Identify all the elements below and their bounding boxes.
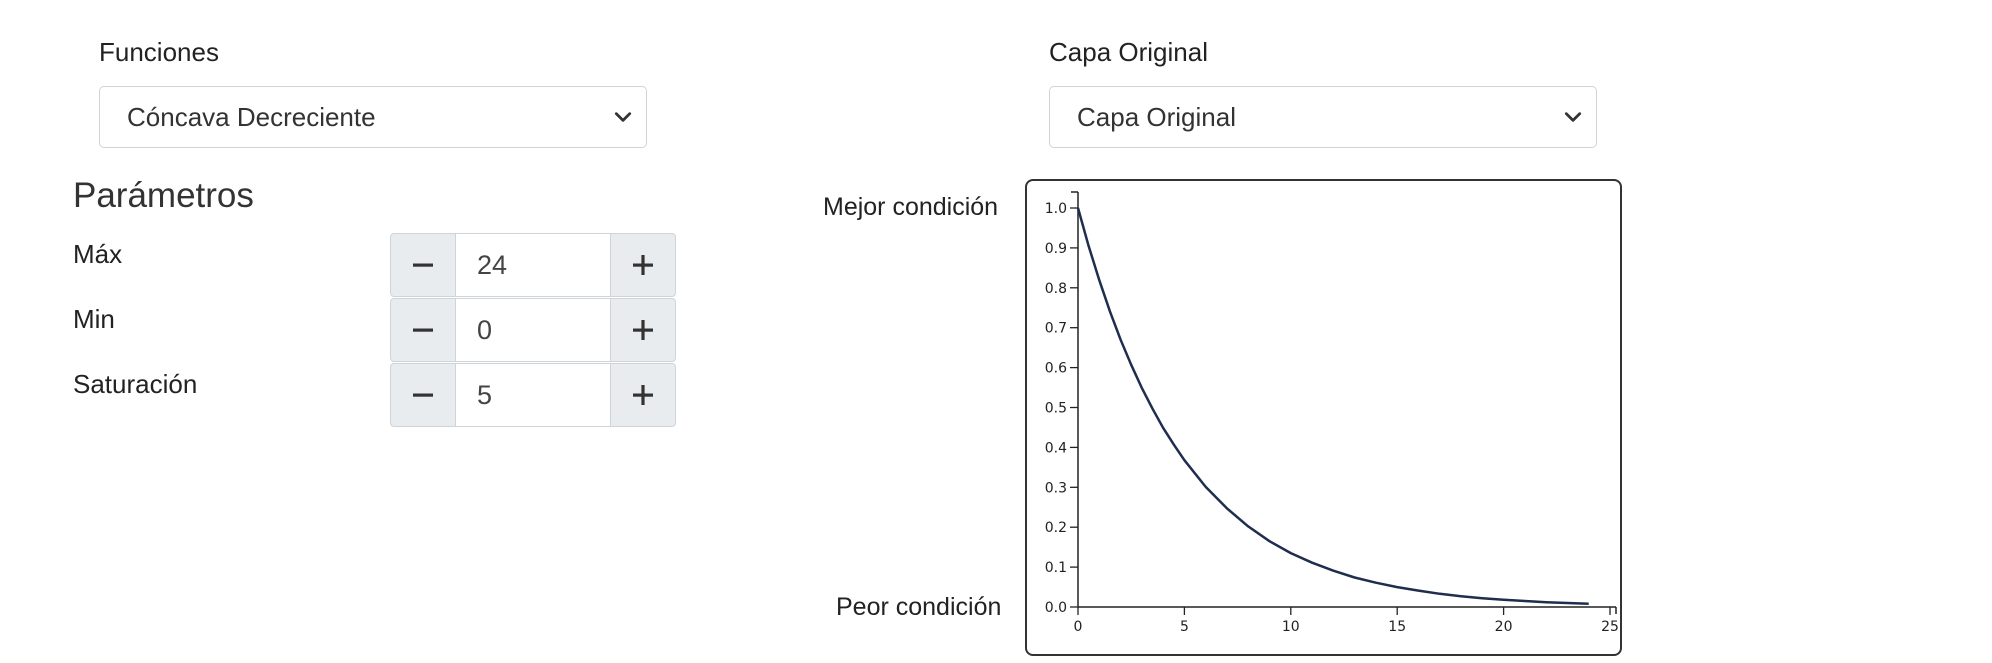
chevron-down-icon xyxy=(614,112,632,122)
minus-icon xyxy=(413,328,433,332)
min-stepper: 0 xyxy=(390,298,676,362)
functions-label: Funciones xyxy=(99,37,219,67)
y-tick-label: 0.1 xyxy=(1045,560,1067,576)
worst-condition-label: Peor condición xyxy=(836,593,1002,621)
saturation-decrement-button[interactable] xyxy=(390,363,456,427)
y-tick-label: 0.0 xyxy=(1045,600,1067,616)
x-tick-label: 25 xyxy=(1601,619,1619,635)
param-label-min: Min xyxy=(73,304,115,334)
max-decrement-button[interactable] xyxy=(390,233,456,297)
functions-select-value: Cóncava Decreciente xyxy=(127,101,376,132)
x-tick-label: 5 xyxy=(1180,619,1189,635)
y-tick-label: 1.0 xyxy=(1045,201,1067,217)
y-tick-label: 0.9 xyxy=(1045,241,1067,257)
x-tick-label: 15 xyxy=(1388,619,1406,635)
param-label-saturation: Saturación xyxy=(73,369,198,399)
y-tick-label: 0.2 xyxy=(1045,520,1067,536)
layer-label: Capa Original xyxy=(1049,37,1208,67)
x-tick-label: 0 xyxy=(1074,619,1083,635)
curve-chart-svg: 0.0 0.1 0.2 0.3 0.4 0.5 0.6 0.7 0.8 0.9 1.0 0 5 10 15 2… xyxy=(1045,191,1619,635)
y-tick-label: 0.4 xyxy=(1045,440,1067,456)
layer-select-value: Capa Original xyxy=(1077,101,1236,132)
chevron-down-icon xyxy=(1564,112,1582,122)
plus-icon xyxy=(633,255,653,275)
x-tick-label: 20 xyxy=(1495,619,1513,635)
layer-select[interactable]: Capa Original xyxy=(1049,86,1597,148)
y-tick-label: 0.7 xyxy=(1045,321,1067,337)
y-tick-label: 0.3 xyxy=(1045,480,1067,496)
minus-icon xyxy=(413,393,433,397)
x-tick-label: 10 xyxy=(1282,619,1300,635)
max-increment-button[interactable] xyxy=(610,233,676,297)
params-title: Parámetros xyxy=(73,176,254,215)
y-tick-label: 0.6 xyxy=(1045,361,1067,377)
param-label-max: Máx xyxy=(73,239,123,269)
functions-select[interactable]: Cóncava Decreciente xyxy=(99,86,647,148)
saturation-value[interactable]: 5 xyxy=(456,363,610,427)
minus-icon xyxy=(413,263,433,267)
min-increment-button[interactable] xyxy=(610,298,676,362)
best-condition-label: Mejor condición xyxy=(823,193,999,221)
saturation-stepper: 5 xyxy=(390,363,676,427)
max-value[interactable]: 24 xyxy=(456,233,610,297)
max-stepper: 24 xyxy=(390,233,676,297)
plus-icon xyxy=(633,320,653,340)
min-decrement-button[interactable] xyxy=(390,298,456,362)
y-tick-label: 0.5 xyxy=(1045,401,1067,417)
saturation-increment-button[interactable] xyxy=(610,363,676,427)
y-tick-label: 0.8 xyxy=(1045,281,1067,297)
min-value[interactable]: 0 xyxy=(456,298,610,362)
plus-icon xyxy=(633,385,653,405)
series-line-0 xyxy=(1076,207,1589,606)
curve-chart: 0.0 0.1 0.2 0.3 0.4 0.5 0.6 0.7 0.8 0.9 1.0 0 5 10 15 2… xyxy=(1025,179,1622,656)
